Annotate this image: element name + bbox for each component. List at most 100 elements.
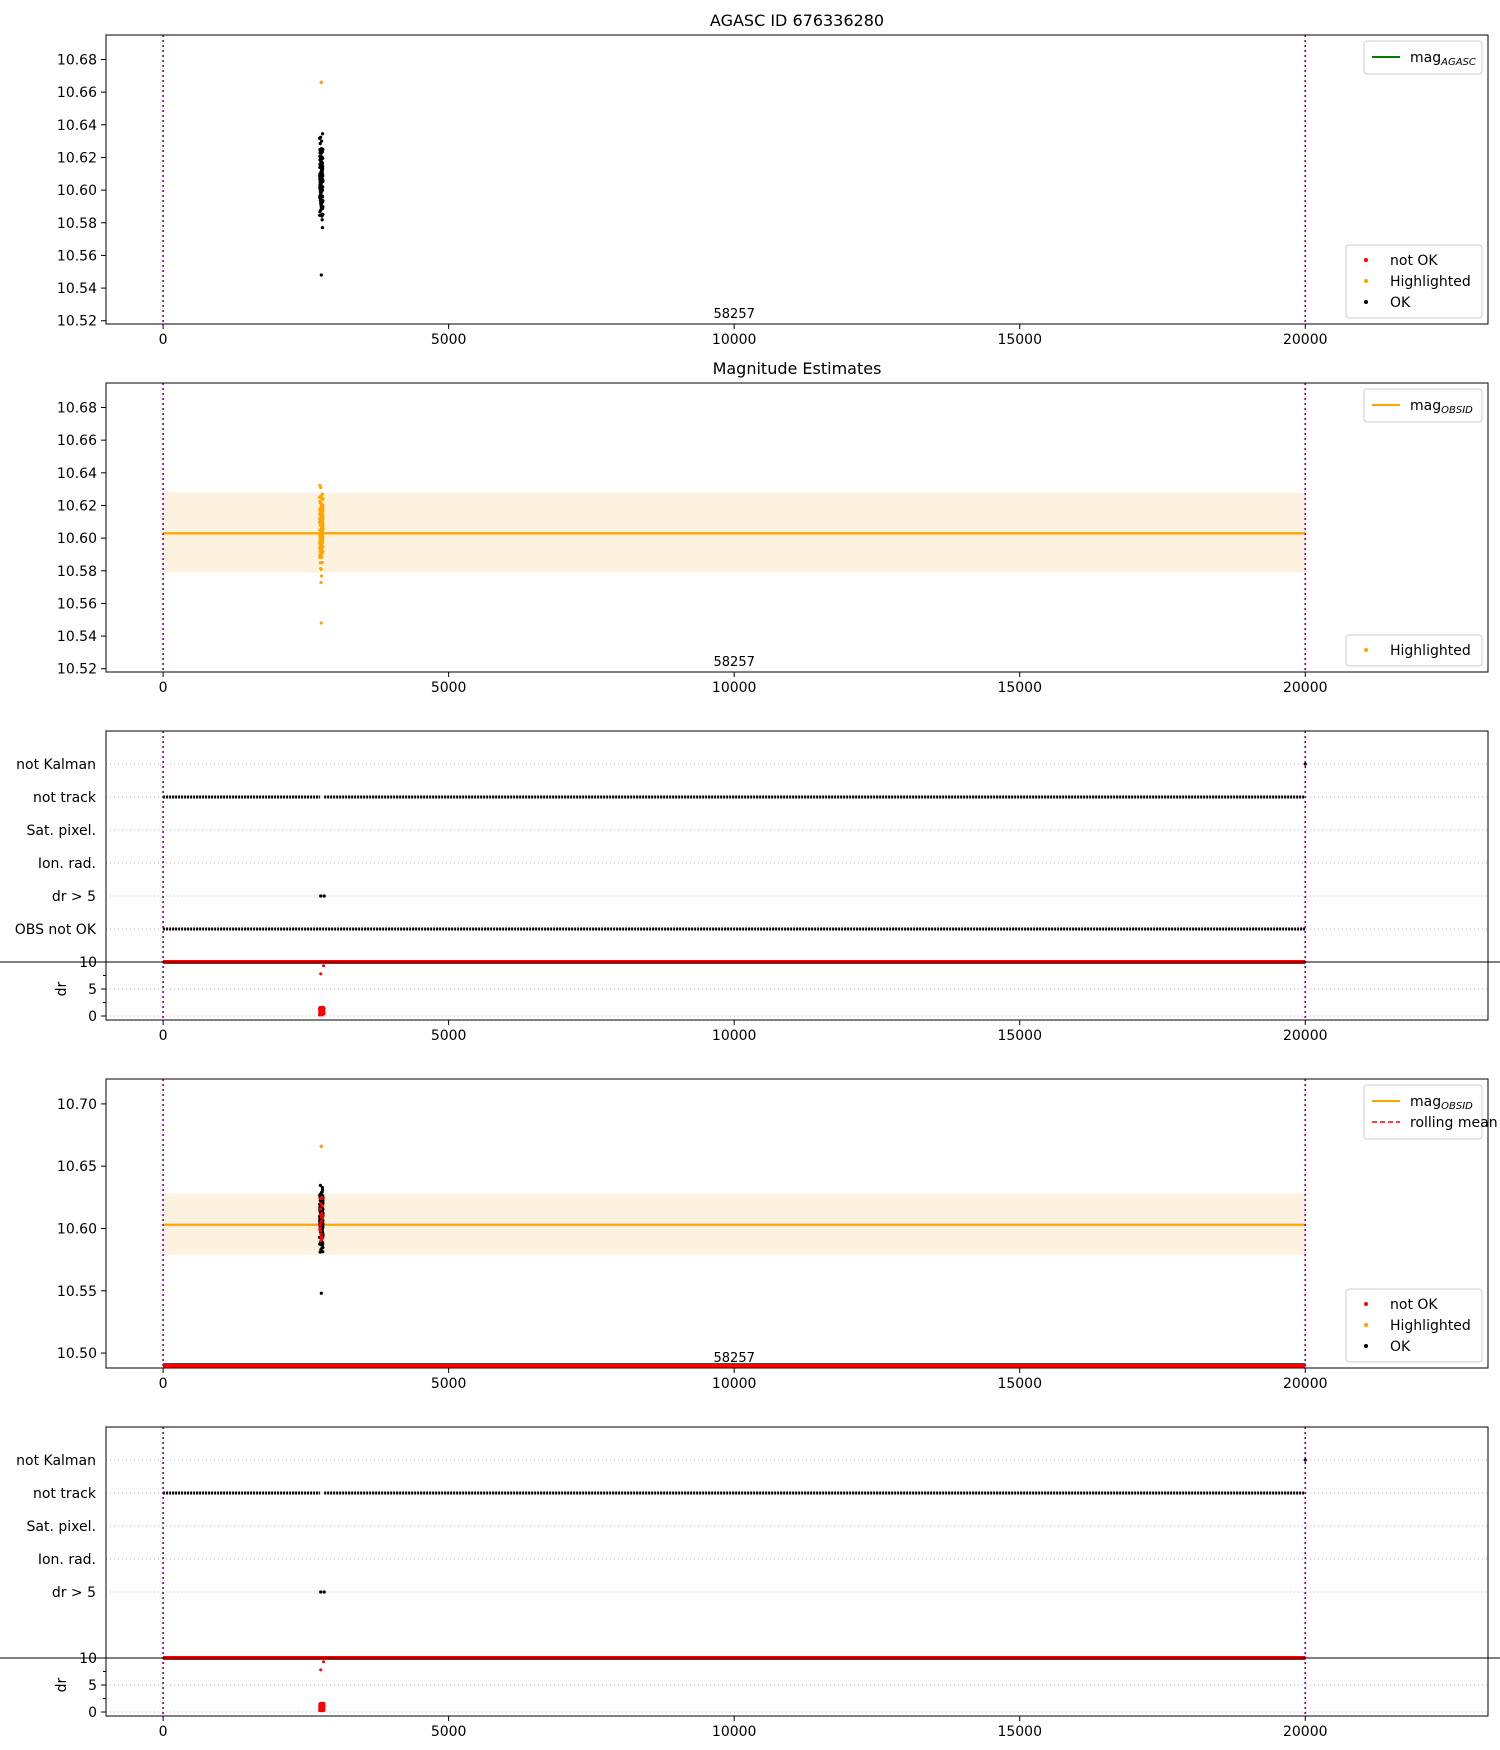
y-tick-label: 10.60 <box>57 531 97 547</box>
not-ok-point <box>319 1223 323 1227</box>
flag-point <box>319 1590 323 1594</box>
x-tick-label: 0 <box>159 332 168 348</box>
y-tick-label: 10.66 <box>57 85 97 101</box>
flag-label: dr > 5 <box>52 1585 96 1601</box>
data-point <box>317 213 322 217</box>
obsid-label: 58257 <box>714 1351 755 1366</box>
flag-panel-3: not Kalman not track Sat. pixel. Ion. rad. d… <box>0 730 1500 1044</box>
flag-point <box>1303 762 1307 766</box>
data-point <box>320 206 325 211</box>
data-point <box>318 501 323 505</box>
x-tick-label: 10000 <box>712 1376 757 1392</box>
dr-outlier <box>319 1668 323 1672</box>
obsid-label: 58257 <box>714 307 755 322</box>
data-point <box>318 142 322 146</box>
data-point <box>318 483 322 487</box>
data-point <box>319 1291 323 1295</box>
dr-tick-label: 10 <box>79 955 97 971</box>
y-tick-label: 10.60 <box>57 1221 97 1237</box>
x-tick-label: 15000 <box>997 1028 1042 1044</box>
data-point <box>318 155 323 160</box>
x-tick-label: 5000 <box>431 1028 467 1044</box>
y-tick-label: 10.60 <box>57 183 97 199</box>
scatter-legend-label: OK <box>1390 1339 1411 1355</box>
mag-panel-1: AGASC ID 676336280 58257 10.52 10.54 10.56 10… <box>57 11 1489 348</box>
data-point <box>319 147 324 151</box>
flag-label: dr > 5 <box>52 889 96 905</box>
y-tick-label: 10.66 <box>57 433 97 449</box>
not-ok-point <box>320 1236 324 1240</box>
not-ok-point <box>319 1239 323 1243</box>
flag-point <box>319 894 323 898</box>
flag-label: not track <box>33 790 97 806</box>
scatter-legend-box <box>1345 1288 1483 1363</box>
x-tick-label: 20000 <box>1283 1028 1328 1044</box>
y-tick-label: 10.65 <box>57 1159 97 1175</box>
x-tick-label: 10000 <box>712 680 757 696</box>
scatter-legend-marker <box>1364 1344 1368 1348</box>
scatter-legend-label: Highlighted <box>1390 643 1471 659</box>
data-point <box>320 574 324 578</box>
data-point <box>320 132 325 136</box>
line-legend-box <box>1363 388 1483 423</box>
y-tick-label: 10.58 <box>57 564 97 580</box>
flag-label: Ion. rad. <box>38 856 96 872</box>
y-tick-label: 10.50 <box>57 1346 97 1362</box>
data-point <box>320 167 325 172</box>
data-point <box>320 497 325 501</box>
y-tick-label: 10.56 <box>57 248 97 264</box>
flag-panel-5: not Kalman not track Sat. pixel. Ion. rad. d… <box>0 1426 1500 1740</box>
data-point <box>320 226 325 230</box>
data-point <box>319 504 323 508</box>
data-point <box>320 546 324 550</box>
scatter-legend-label: not OK <box>1390 1297 1438 1313</box>
data-point <box>319 513 323 517</box>
highlighted-point <box>319 80 324 85</box>
data-point <box>318 561 323 565</box>
data-point <box>318 184 322 188</box>
panel-title: AGASC ID 676336280 <box>710 11 884 30</box>
y-tick-label: 10.58 <box>57 216 97 232</box>
y-tick-label: 10.64 <box>57 466 97 482</box>
x-tick-label: 5000 <box>431 680 467 696</box>
flag-label: not Kalman <box>16 1453 96 1469</box>
data-point <box>319 567 323 571</box>
data-point <box>320 1246 324 1250</box>
data-point <box>320 194 325 198</box>
flag-point <box>322 1590 326 1594</box>
scatter-legend-marker <box>1364 300 1368 304</box>
data-point <box>320 507 324 511</box>
x-tick-label: 20000 <box>1283 332 1328 348</box>
dr-point <box>318 1009 323 1013</box>
dr-tick-label: 5 <box>88 982 97 998</box>
scatter-legend-marker <box>1364 1323 1368 1327</box>
obsid-label: 58257 <box>714 655 755 670</box>
y-tick-label: 10.56 <box>57 596 97 612</box>
flag-label: Ion. rad. <box>38 1552 96 1568</box>
data-point <box>321 1241 325 1245</box>
dr-outlier <box>322 964 326 968</box>
dr-point <box>318 1006 323 1010</box>
dr-point <box>322 1010 326 1015</box>
data-point <box>319 273 323 277</box>
x-tick-label: 10000 <box>712 1028 757 1044</box>
data-point <box>319 178 323 182</box>
y-tick-label: 10.55 <box>57 1284 97 1300</box>
scatter-legend-label: Highlighted <box>1390 274 1471 290</box>
y-tick-label: 10.68 <box>57 52 97 68</box>
highlighted-point <box>319 1144 324 1149</box>
not-ok-point <box>319 1213 323 1217</box>
data-point <box>318 173 322 177</box>
data-point <box>319 542 323 546</box>
flag-point <box>1303 1458 1307 1462</box>
dr-outlier <box>319 972 323 976</box>
flag-label: OBS not OK <box>15 922 97 938</box>
not-ok-point <box>320 1216 324 1220</box>
x-tick-label: 0 <box>159 1376 168 1392</box>
y-tick-label: 10.62 <box>57 498 97 514</box>
x-tick-label: 20000 <box>1283 1724 1328 1740</box>
line-legend-box <box>1363 40 1483 75</box>
data-point <box>320 188 325 192</box>
scatter-legend-marker <box>1364 258 1368 262</box>
